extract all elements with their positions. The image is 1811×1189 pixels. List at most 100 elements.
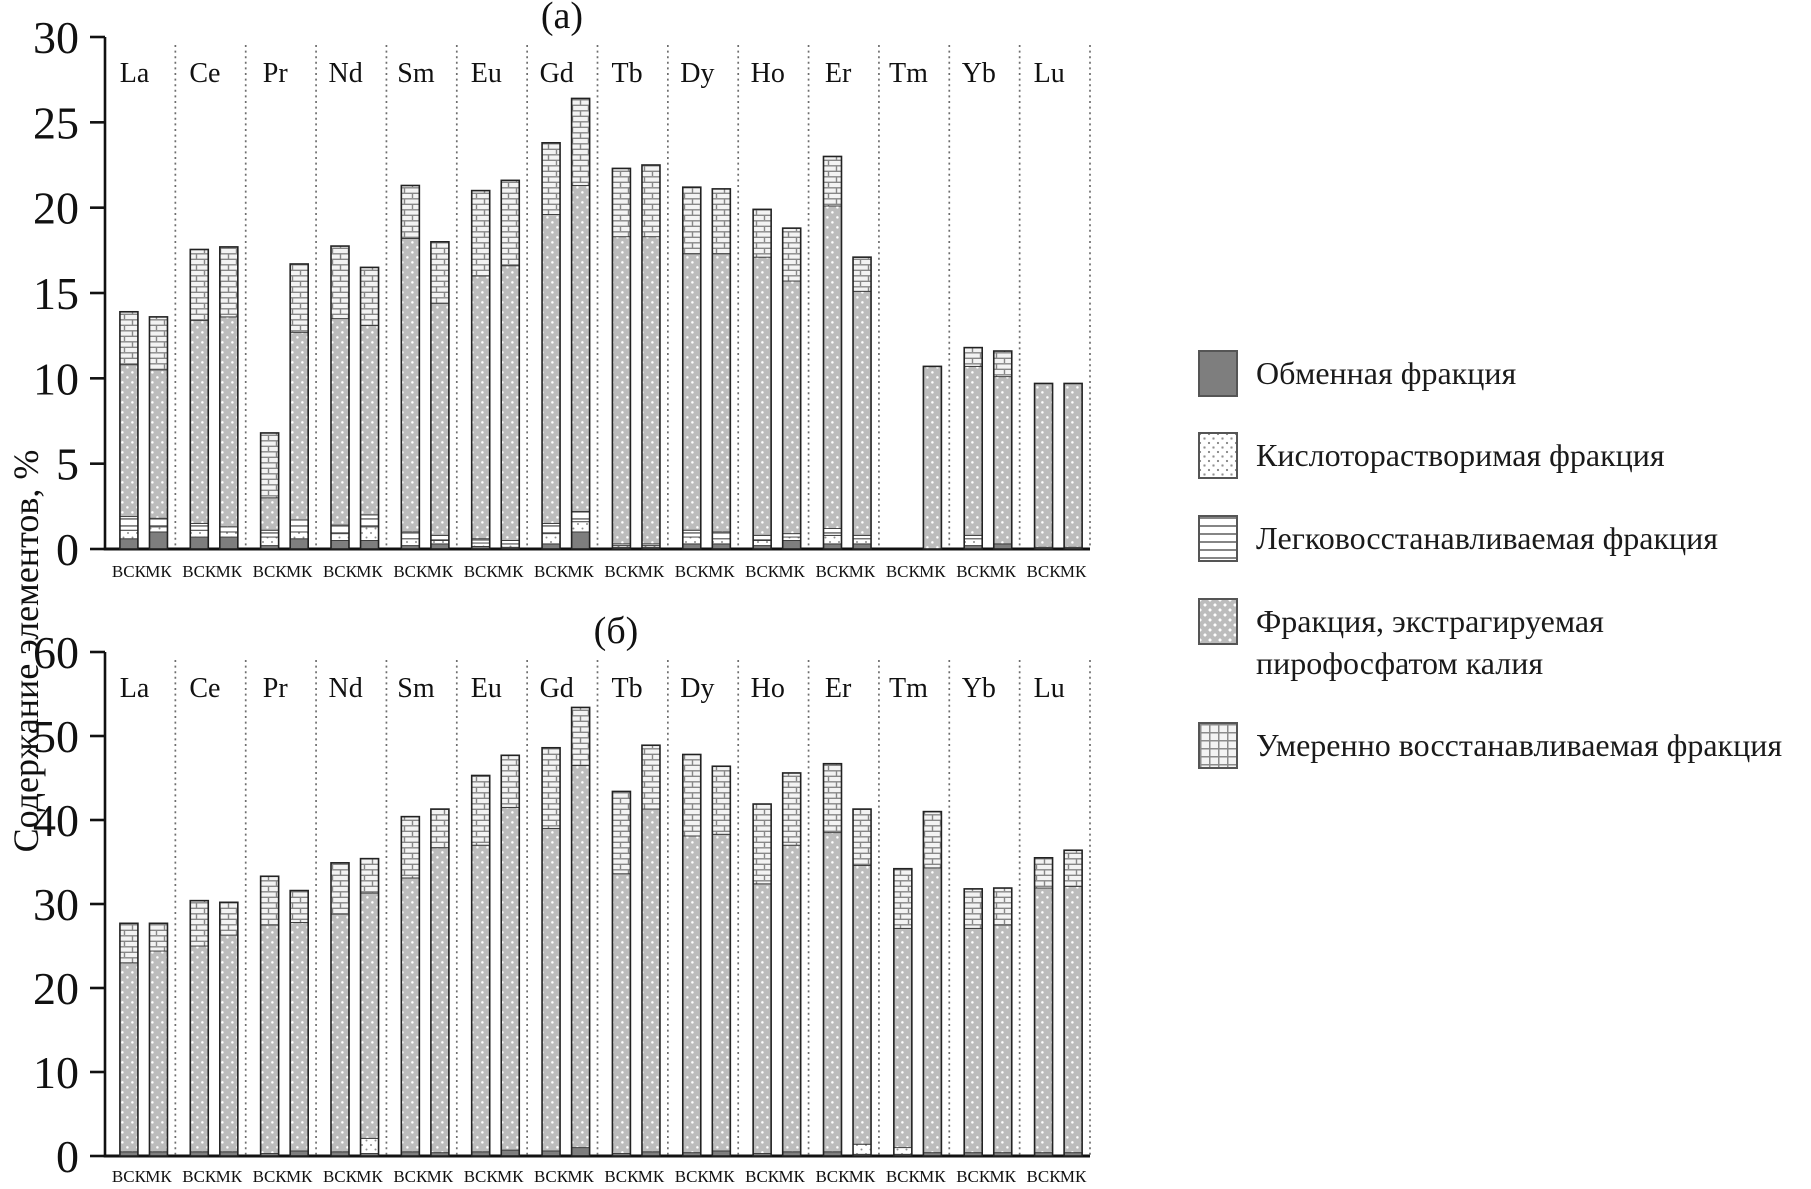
bar-segment <box>149 922 168 952</box>
bar-segment <box>993 887 1013 926</box>
stacked-bar-Gd-ВСК <box>541 746 561 1157</box>
bar-segment <box>963 888 983 929</box>
stacked-bar-Ho-МК <box>781 772 802 1157</box>
element-label: Ce <box>189 58 220 89</box>
bar-sub-label: МК <box>849 1167 876 1186</box>
bar-sub-label: МК <box>356 1167 383 1186</box>
y-tick-label: 10 <box>33 1047 79 1098</box>
bar-segment <box>260 875 280 926</box>
stacked-bar-Ce-ВСК <box>189 248 210 550</box>
bar-segment <box>500 806 520 1151</box>
bar-segment <box>682 835 702 1154</box>
bar-sub-label: ВСК <box>886 1167 921 1186</box>
stacked-bar-Lu-МК <box>1063 849 1083 1157</box>
bar-outline <box>752 803 772 1157</box>
stacked-bar-Gd-МК <box>570 97 591 550</box>
element-label: Pr <box>263 58 289 89</box>
bar-segment <box>119 529 139 540</box>
bar-segment <box>1063 383 1083 548</box>
element-label: Sm <box>397 673 435 704</box>
bar-segment <box>330 524 350 535</box>
element-label: Ho <box>751 58 785 89</box>
bar-outline <box>963 346 984 550</box>
element-label: Er <box>825 673 852 704</box>
bar-outline <box>219 901 239 1157</box>
y-axis-label: Содержание элементов, % <box>6 449 46 853</box>
stacked-bar-Nd-ВСК <box>330 862 350 1157</box>
bar-segment <box>682 529 702 538</box>
stacked-bar-Dy-ВСК <box>681 186 702 550</box>
legend-label: Обменная фракция <box>1256 355 1517 391</box>
bar-segment <box>219 901 239 936</box>
bar-outline <box>641 744 661 1157</box>
legend-label: Фракция, экстрагируемая пирофосфатом кал… <box>1256 603 1604 681</box>
bar-segment <box>752 534 772 541</box>
bar-outline <box>992 887 1013 1157</box>
bar-segment <box>360 858 379 894</box>
bar-sub-label: ВСК <box>534 1167 569 1186</box>
bar-outline <box>541 746 561 1157</box>
element-label: Tm <box>889 58 928 89</box>
stacked-bar-Tb-ВСК <box>611 790 632 1157</box>
bar-outline <box>430 808 450 1157</box>
bar-segment <box>1063 849 1083 887</box>
bar-segment <box>430 540 450 545</box>
stacked-bar-Tm-МК <box>922 810 943 1157</box>
bar-sub-label: МК <box>919 562 946 581</box>
bar-segment <box>330 913 350 1153</box>
stacked-bar-Eu-МК <box>500 754 521 1157</box>
bar-segment <box>471 538 491 544</box>
bar-outline <box>852 808 872 1157</box>
bar-segment <box>289 331 309 521</box>
bar-outline <box>500 179 521 550</box>
bar-segment <box>993 376 1013 545</box>
legend-item-exchange: Обменная фракция <box>1198 350 1516 397</box>
element-label: La <box>120 58 150 89</box>
bar-segment <box>289 890 309 923</box>
panel-b-chart: (б) 0 10 20 30 40 50 60 La Ce Pr Nd Sm Eu Gd Tb Dy Ho Er Tm… <box>33 610 1091 1186</box>
bar-sub-label: ВСК <box>112 1167 147 1186</box>
bar-segment <box>400 877 420 1153</box>
bar-segment <box>641 164 661 238</box>
bar-segment <box>149 950 168 1153</box>
bar-outline <box>119 310 139 550</box>
bar-segment <box>852 1143 872 1155</box>
bar-sub-label: ВСК <box>745 1167 780 1186</box>
bar-segment <box>219 536 239 550</box>
bar-segment <box>752 256 772 536</box>
bar-segment <box>752 883 772 1154</box>
bar-outline <box>822 155 843 550</box>
bar-segment <box>189 945 209 1153</box>
bar-segment <box>711 833 731 1152</box>
bar-sub-label: МК <box>638 562 665 581</box>
bar-outline <box>119 922 139 1157</box>
bar-segment <box>430 241 450 304</box>
stacked-bar-Nd-МК <box>359 266 380 550</box>
element-label: Pr <box>263 673 289 704</box>
panel-title: (а) <box>541 0 583 37</box>
bar-segment <box>471 542 491 547</box>
bar-segment <box>782 533 802 538</box>
bar-sub-label: ВСК <box>253 562 288 581</box>
stacked-bar-Pr-ВСК <box>259 432 280 550</box>
bar-sub-label: МК <box>567 1167 594 1186</box>
bar-segment <box>330 318 350 526</box>
bar-segment <box>611 167 631 238</box>
bar-outline <box>852 256 872 550</box>
bar-sub-label: МК <box>567 562 594 581</box>
legend-swatch-exchange-icon <box>1198 350 1238 397</box>
bar-outline <box>470 189 491 550</box>
bar-segment <box>360 266 379 326</box>
bar-outline <box>259 432 280 550</box>
stacked-bar-Eu-ВСК <box>470 774 491 1157</box>
bar-sub-label: МК <box>145 1167 172 1186</box>
bar-outline <box>893 867 913 1157</box>
element-label: Yb <box>962 673 996 704</box>
bar-sub-label: ВСК <box>815 562 850 581</box>
bar-segment <box>963 365 983 536</box>
bar-outline <box>259 875 280 1157</box>
bar-sub-label: ВСК <box>675 562 710 581</box>
bar-segment <box>782 227 802 282</box>
stacked-bar-Sm-МК <box>430 241 450 550</box>
